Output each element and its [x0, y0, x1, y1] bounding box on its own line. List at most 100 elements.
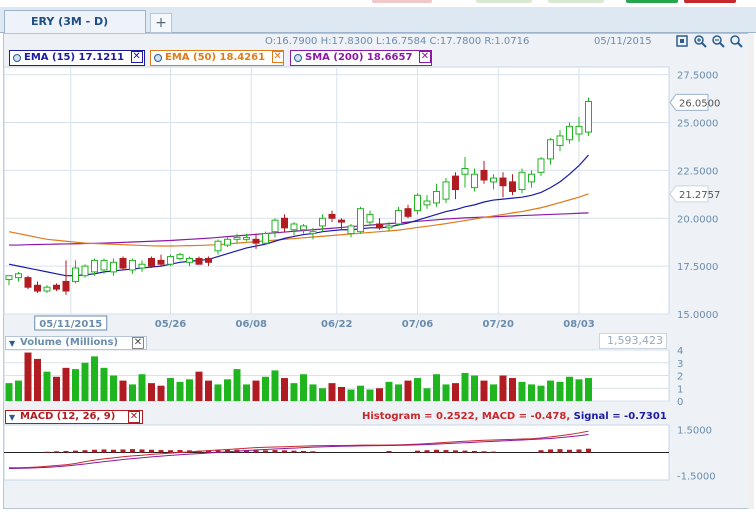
macd-signal-readout: Signal = -0.7301	[573, 411, 667, 422]
candle	[385, 222, 393, 232]
expand-icon[interactable]	[674, 34, 690, 50]
candle-body	[414, 194, 421, 212]
candle	[100, 258, 108, 274]
zoom-out-icon[interactable]	[710, 34, 726, 50]
indicator-ema50-label: EMA (50) 18.4261	[165, 52, 266, 63]
candle	[5, 275, 13, 286]
candle	[186, 256, 193, 267]
price-tick-label: 17.5000	[677, 262, 718, 273]
macd-histogram-bar	[54, 451, 59, 453]
price-tick-label: 27.5000	[677, 71, 718, 82]
macd-histogram-bar	[73, 450, 78, 453]
close-icon[interactable]: ✕	[130, 51, 143, 63]
indicator-sma200[interactable]: SMA (200) 18.6657 ✕	[290, 50, 432, 66]
candle	[490, 174, 497, 190]
macd-histogram-bar	[225, 449, 230, 453]
volume-bar	[300, 374, 307, 401]
candle-body	[72, 267, 79, 282]
indicator-ema15[interactable]: EMA (15) 17.1211 ✕	[9, 50, 145, 66]
sma200-line	[9, 212, 589, 246]
candle	[376, 218, 383, 230]
volume-bar	[385, 381, 393, 401]
candle	[110, 258, 117, 276]
collapse-icon[interactable]: ▼	[9, 339, 16, 348]
add-tab-button[interactable]: +	[150, 13, 172, 33]
tab-ery-chart[interactable]: ERY (3M - D)	[4, 10, 146, 34]
volume-bar	[433, 374, 440, 401]
candle-body	[138, 263, 146, 269]
sell-button[interactable]	[684, 0, 736, 3]
volume-bar	[290, 383, 298, 401]
candle-body	[24, 277, 32, 288]
macd-histogram-bar	[215, 449, 221, 453]
macd-histogram-bar	[567, 449, 572, 453]
indicator-ema15-label: EMA (15) 17.1211	[24, 52, 125, 63]
top-strip-button[interactable]	[372, 0, 432, 3]
close-icon[interactable]: ✕	[271, 51, 284, 63]
candle	[366, 210, 374, 226]
top-strip-button[interactable]	[548, 0, 604, 3]
candle-body	[442, 181, 450, 200]
scrollbar[interactable]	[748, 33, 754, 509]
candle-body	[566, 125, 573, 141]
candle	[556, 130, 564, 152]
candle	[347, 224, 355, 238]
candle-body	[176, 254, 184, 259]
zoom-reset-icon[interactable]	[728, 34, 744, 50]
candle-body	[328, 213, 336, 219]
top-strip-button[interactable]	[476, 0, 532, 3]
time-tick-label: 05/26	[155, 319, 187, 330]
macd-histogram-bar	[168, 450, 173, 453]
volume-bar	[262, 376, 269, 401]
volume-bar	[43, 371, 51, 401]
sma-price-tag-text: 21.2757	[679, 190, 720, 201]
candle-body	[537, 158, 545, 173]
candle-body	[395, 210, 402, 225]
collapse-icon[interactable]: ▼	[9, 413, 16, 422]
volume-bar	[186, 379, 193, 401]
close-icon[interactable]: ✕	[132, 337, 144, 349]
candle-body	[556, 135, 564, 147]
macd-histogram-bar	[206, 450, 211, 453]
macd-tick-label: -1.5000	[677, 471, 716, 482]
cursor-date-box	[34, 315, 108, 331]
volume-bar	[24, 352, 32, 401]
macd-histogram-bar	[253, 450, 259, 453]
candle-body	[129, 259, 136, 271]
candle-body	[186, 257, 193, 263]
volume-bar	[129, 384, 136, 401]
time-tick-label: 07/06	[402, 319, 434, 330]
close-icon[interactable]: ✕	[418, 51, 431, 63]
volume-bar	[195, 371, 203, 401]
volume-bar	[585, 378, 592, 401]
volume-bar	[34, 358, 41, 401]
buy-button[interactable]	[626, 0, 678, 3]
volume-bar	[157, 385, 165, 401]
candle	[81, 264, 89, 278]
volume-bar	[442, 384, 450, 401]
candle	[509, 174, 516, 196]
candle	[414, 193, 421, 215]
zoom-in-icon[interactable]	[692, 34, 708, 50]
volume-bar	[72, 369, 79, 401]
volume-bar	[347, 389, 355, 401]
candle-body	[357, 208, 364, 233]
macd-histogram-bar	[310, 451, 316, 453]
ema50-line	[8, 193, 589, 247]
candle	[43, 285, 51, 293]
last-price-tag-text: 26.0500	[679, 98, 720, 109]
volume-bar	[233, 369, 241, 401]
macd-signal-line	[8, 433, 589, 470]
candle-body	[53, 284, 60, 290]
price-tick-label: 20.0000	[677, 214, 718, 225]
volume-bar	[205, 380, 212, 401]
indicator-ema50[interactable]: EMA (50) 18.4261 ✕	[150, 50, 284, 66]
macd-histogram-bar	[101, 449, 107, 453]
candle-body	[167, 256, 174, 265]
close-icon[interactable]: ✕	[128, 411, 140, 423]
volume-bar	[509, 378, 516, 401]
volume-bar	[110, 375, 117, 401]
volume-bar	[566, 376, 573, 401]
macd-histogram-bar	[272, 450, 278, 453]
